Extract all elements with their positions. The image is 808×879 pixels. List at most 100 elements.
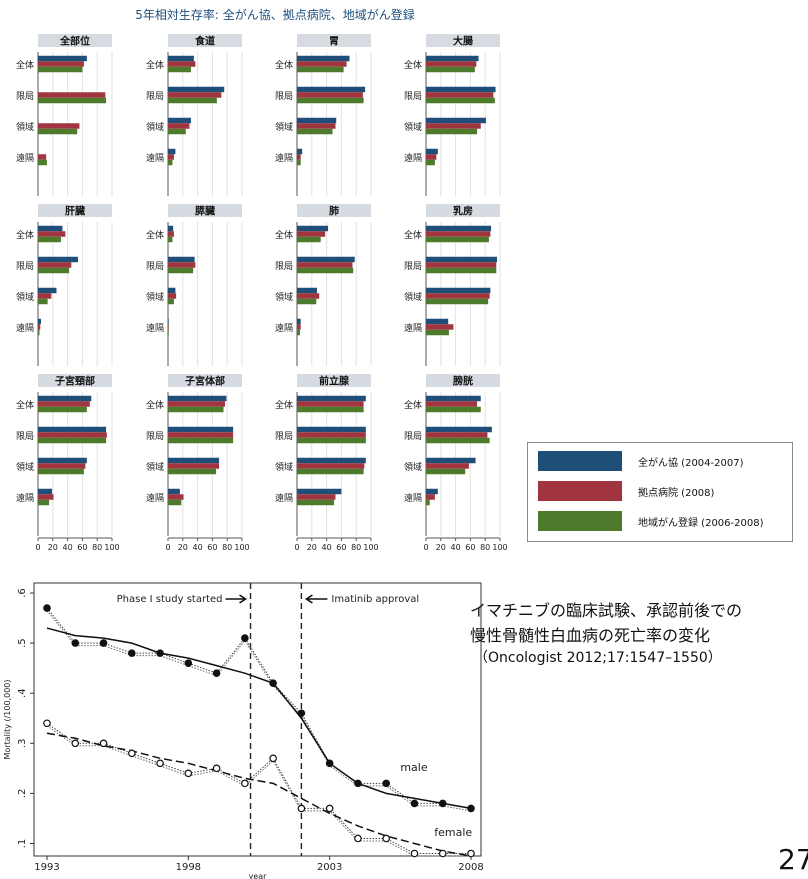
- bar: [168, 298, 174, 305]
- bar: [168, 61, 196, 67]
- x-tick-label: 20: [178, 543, 188, 552]
- category-label: 限局: [404, 261, 422, 272]
- data-point: [128, 649, 136, 657]
- data-point: [438, 849, 447, 858]
- bar: [297, 159, 301, 166]
- legend-label: 全がん協 (2004-2007): [638, 458, 744, 469]
- category-label: 遠隔: [275, 152, 293, 164]
- bar: [426, 437, 490, 444]
- bar: [426, 128, 478, 135]
- legend-swatch: [538, 451, 622, 471]
- bar: [426, 324, 454, 330]
- bar: [38, 267, 70, 274]
- data-point: [382, 779, 391, 788]
- bar: [168, 148, 176, 155]
- category-label: 限局: [146, 91, 164, 102]
- bar: [168, 55, 194, 62]
- bar: [168, 123, 190, 129]
- bar: [168, 287, 176, 294]
- category-label: 全体: [146, 229, 164, 241]
- bar: [297, 437, 366, 444]
- x-tick-label: 40: [451, 543, 461, 552]
- x-tick-label: 100: [492, 543, 507, 552]
- data-point: [354, 834, 362, 843]
- data-point: [156, 759, 164, 768]
- bar: [168, 117, 191, 124]
- bar: [168, 457, 220, 464]
- bar: [426, 225, 492, 232]
- bar: [38, 66, 83, 73]
- bar: [426, 97, 495, 104]
- data-point: [354, 779, 362, 788]
- bar: [426, 256, 498, 263]
- data-point: [212, 764, 221, 773]
- panel-title: 膀胱: [452, 375, 473, 388]
- category-label: 領域: [146, 461, 164, 473]
- bar: [38, 256, 78, 263]
- bar: [168, 406, 224, 413]
- x-tick-label: 80: [480, 543, 490, 552]
- category-label: 限局: [146, 431, 164, 442]
- category-label: 領域: [275, 291, 293, 303]
- category-label: 領域: [275, 461, 293, 473]
- data-point: [269, 754, 277, 763]
- x-tick-label: 100: [234, 543, 249, 552]
- bar: [426, 86, 496, 93]
- bar: [426, 463, 469, 469]
- bar: [168, 488, 180, 495]
- bar: [297, 55, 350, 62]
- bar: [297, 329, 300, 336]
- bar: [297, 154, 301, 160]
- category-label: 領域: [404, 461, 422, 473]
- x-tick-label: 0: [423, 543, 428, 552]
- bar: [426, 66, 475, 73]
- bar: [426, 61, 477, 67]
- bar: [38, 61, 84, 67]
- data-point: [99, 739, 108, 748]
- category-label: 遠隔: [404, 492, 422, 504]
- x-tick-label: 80: [351, 543, 361, 552]
- category-label: 全体: [16, 229, 34, 241]
- category-label: 限局: [404, 91, 422, 102]
- x-tick-label: 2003: [317, 862, 342, 873]
- y-axis-label: Mortality (/100,000): [3, 679, 12, 759]
- bar: [38, 494, 54, 500]
- bar: [168, 401, 225, 407]
- survival-bar-chart: 全部位全体限局領域遠隔食道全体限局領域遠隔胃全体限局領域遠隔大腸全体限局領域遠隔…: [16, 34, 508, 552]
- male-series-label: male: [400, 761, 428, 774]
- bar: [297, 66, 344, 73]
- bar: [297, 494, 336, 500]
- panel-title: 全部位: [59, 35, 90, 48]
- bar: [426, 488, 438, 495]
- category-label: 限局: [16, 431, 34, 442]
- x-tick-label: 40: [322, 543, 332, 552]
- data-point: [325, 804, 334, 813]
- bar: [297, 256, 355, 263]
- bar: [168, 86, 225, 93]
- bar: [297, 148, 303, 155]
- bar: [297, 318, 301, 325]
- panel-title-strip: [426, 34, 500, 47]
- bar: [297, 123, 336, 129]
- panel-title-strip: [168, 204, 242, 217]
- panel-title: 肝臓: [65, 205, 85, 218]
- data-point: [241, 634, 249, 642]
- bar: [297, 488, 342, 495]
- data-point: [269, 679, 277, 687]
- panel-title: 乳房: [453, 205, 473, 218]
- category-label: 領域: [146, 291, 164, 303]
- bar: [426, 148, 438, 155]
- bar: [297, 324, 301, 330]
- x-tick-label: 0: [35, 543, 40, 552]
- bar: [297, 262, 353, 268]
- bar: [297, 432, 366, 438]
- x-tick-label: 60: [336, 543, 346, 552]
- trend-line: [46, 627, 472, 810]
- bar: [297, 97, 364, 104]
- bar: [168, 231, 174, 237]
- citation: （Oncologist 2012;17:1547–1550）: [474, 650, 722, 666]
- category-label: 全体: [404, 59, 422, 71]
